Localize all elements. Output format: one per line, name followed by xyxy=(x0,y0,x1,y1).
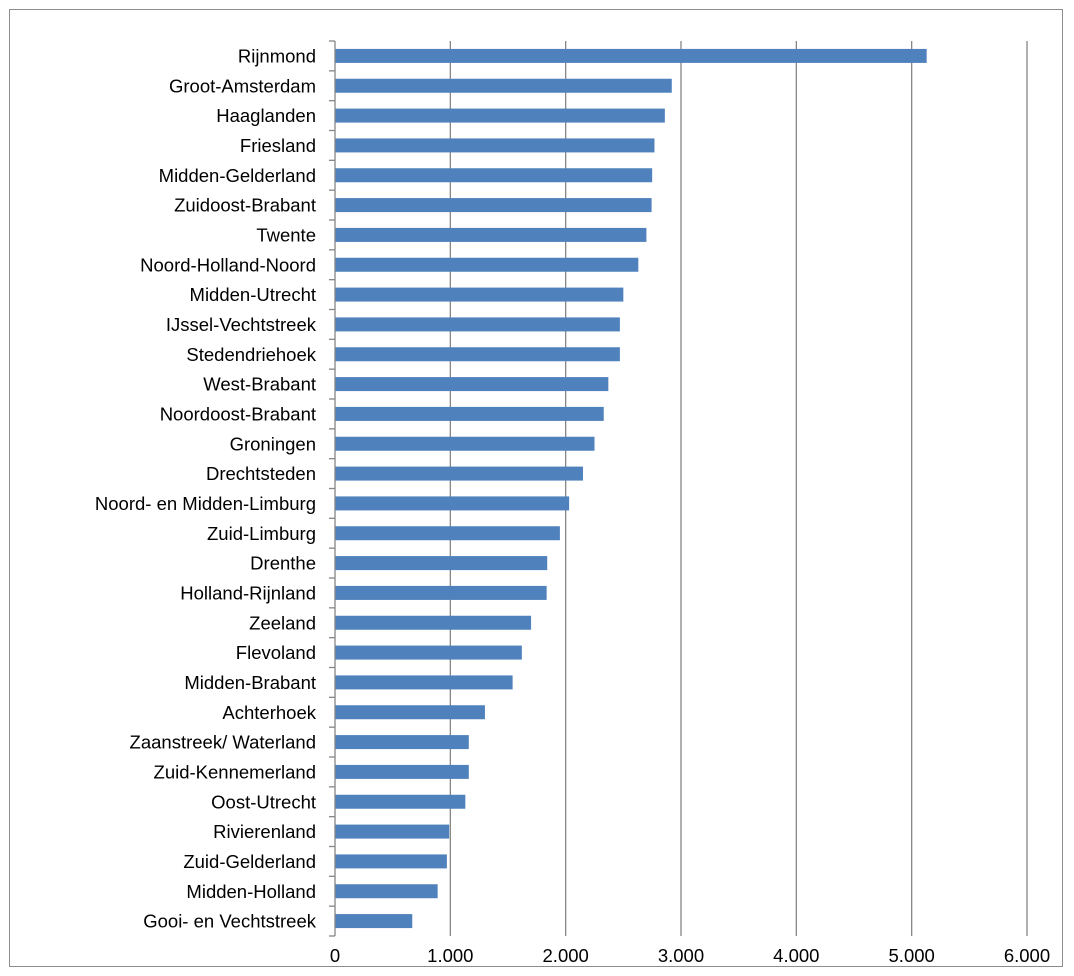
category-labels: Rijnmond Groot-Amsterdam Haaglanden Friesla… xyxy=(95,45,317,931)
bar-rivierenland xyxy=(335,824,450,839)
category-label: West-Brabant xyxy=(203,374,316,395)
bar-midden-gelderland xyxy=(335,168,653,183)
bar-zuid-kennemerland xyxy=(335,764,469,779)
x-tick-label: 3.000 xyxy=(658,945,704,966)
category-label: Achterhoek xyxy=(222,702,316,723)
category-label: Flevoland xyxy=(236,642,316,663)
category-label: Midden-Utrecht xyxy=(190,284,316,305)
category-label: Gooi- en Vechtstreek xyxy=(143,911,317,932)
bar-stedendriehoek xyxy=(335,347,620,362)
category-label: Drenthe xyxy=(250,553,316,574)
gridlines xyxy=(449,41,1028,936)
bar-midden-holland xyxy=(335,884,438,899)
category-label: Noordoost-Brabant xyxy=(160,403,316,424)
bar-groot-amsterdam xyxy=(335,78,672,93)
bar-midden-utrecht xyxy=(335,287,624,302)
category-label: Noord-Holland-Noord xyxy=(140,254,316,275)
bar-zuid-gelderland xyxy=(335,854,447,869)
x-tick-label: 5.000 xyxy=(889,945,935,966)
x-tick-label: 4.000 xyxy=(773,945,819,966)
bar-ijssel-vechtstreek xyxy=(335,317,620,332)
bar-noordoost-brabant xyxy=(335,406,604,421)
category-label: Haaglanden xyxy=(216,105,316,126)
category-label: Drechtsteden xyxy=(206,463,316,484)
bar-midden-brabant xyxy=(335,675,513,690)
tick-labels: 0 1.000 2.000 3.000 4.000 5.000 6.000 xyxy=(330,945,1050,966)
bar-groningen xyxy=(335,436,595,451)
category-label: Stedendriehoek xyxy=(186,344,316,365)
category-label: Midden-Holland xyxy=(186,881,316,902)
bar-rijnmond xyxy=(335,48,927,63)
category-label: Twente xyxy=(256,224,316,245)
category-label: Oost-Utrecht xyxy=(211,791,316,812)
bar-friesland xyxy=(335,138,655,153)
category-label: Zuidoost-Brabant xyxy=(174,195,316,216)
category-label: Groot-Amsterdam xyxy=(169,75,316,96)
category-label: Noord- en Midden-Limburg xyxy=(95,493,316,514)
bar-west-brabant xyxy=(335,377,609,392)
category-label: Rijnmond xyxy=(238,45,316,66)
category-label: Groningen xyxy=(230,433,316,454)
bar-drenthe xyxy=(335,556,548,571)
bar-gooi-en-vechtstreek xyxy=(335,914,413,929)
bar-haaglanden xyxy=(335,108,665,123)
category-label: Zuid-Kennemerland xyxy=(154,761,316,782)
category-label: Holland-Rijnland xyxy=(180,582,316,603)
category-label: Midden-Brabant xyxy=(184,672,316,693)
bar-zeeland xyxy=(335,615,532,630)
category-label: Friesland xyxy=(240,135,316,156)
x-tick-label: 1.000 xyxy=(427,945,473,966)
bar-noord-en-midden-limburg xyxy=(335,496,570,511)
bar-holland-rijnland xyxy=(335,585,547,600)
bar-flevoland xyxy=(335,645,522,660)
category-label: Zuid-Limburg xyxy=(207,523,316,544)
category-axis xyxy=(329,40,336,937)
bar-oost-utrecht xyxy=(335,794,466,809)
x-tick-label: 2.000 xyxy=(543,945,589,966)
bar-twente xyxy=(335,227,647,242)
category-label: Zuid-Gelderland xyxy=(183,851,316,872)
bar-drechtsteden xyxy=(335,466,583,481)
category-label: Zeeland xyxy=(249,612,316,633)
bars xyxy=(335,48,927,929)
category-label: Zaanstreek/ Waterland xyxy=(130,732,316,753)
category-label: IJssel-Vechtstreek xyxy=(166,314,317,335)
category-label: Midden-Gelderland xyxy=(159,165,316,186)
bar-zuid-limburg xyxy=(335,526,560,541)
bar-achterhoek xyxy=(335,705,485,720)
bar-zuidoost-brabant xyxy=(335,198,652,213)
bar-zaanstreek-waterland xyxy=(335,735,469,750)
x-tick-label: 6.000 xyxy=(1004,945,1050,966)
bar-noord-holland-noord xyxy=(335,257,639,272)
category-label: Rivierenland xyxy=(213,821,316,842)
x-tick-label: 0 xyxy=(330,945,340,966)
